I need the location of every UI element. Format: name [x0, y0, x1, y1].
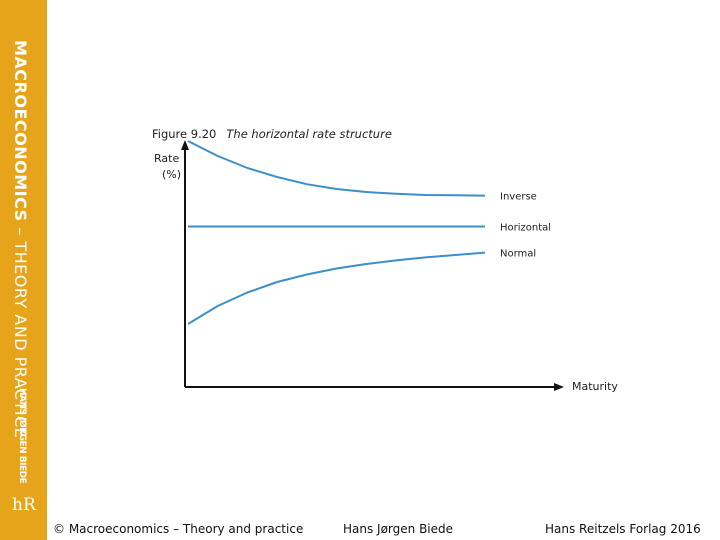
x-axis-arrow [554, 383, 564, 391]
footer-copyright: © Macroeconomics – Theory and practice [53, 522, 304, 536]
book-author: HANS JØRGEN BIEDE [17, 388, 27, 484]
series-label-inverse: Inverse [500, 192, 537, 203]
figure-title: The horizontal rate structure [226, 127, 392, 141]
book-title: MACROECONOMICS – THEORY AND PRACTICE [11, 40, 30, 438]
book-title-bold: MACROECONOMICS [11, 40, 30, 222]
x-axis-label: Maturity [572, 380, 618, 393]
book-title-rest: – THEORY AND PRACTICE [11, 221, 30, 439]
y-axis-arrow [181, 140, 189, 150]
series-label-horizontal: Horizontal [500, 223, 551, 234]
figure-caption: Figure 9.20 The horizontal rate structure [152, 127, 392, 141]
footer-author: Hans Jørgen Biede [343, 522, 454, 536]
publisher-logo: hR [12, 495, 36, 515]
series-lines [187, 140, 486, 325]
series-label-normal: Normal [500, 249, 536, 260]
y-axis-label: Rate [154, 152, 179, 165]
chart-labels: Rate (%) Maturity Inverse Horizontal Normal [154, 152, 618, 393]
axes [181, 140, 564, 391]
sidebar: MACROECONOMICS – THEORY AND PRACTICE HAN… [0, 0, 47, 540]
figure-number: Figure 9.20 [152, 127, 217, 141]
series-line-inverse [187, 140, 486, 197]
footer-publisher: Hans Reitzels Forlag 2016 [545, 522, 701, 536]
series-line-normal [187, 251, 486, 325]
y-axis-unit: (%) [162, 168, 181, 181]
